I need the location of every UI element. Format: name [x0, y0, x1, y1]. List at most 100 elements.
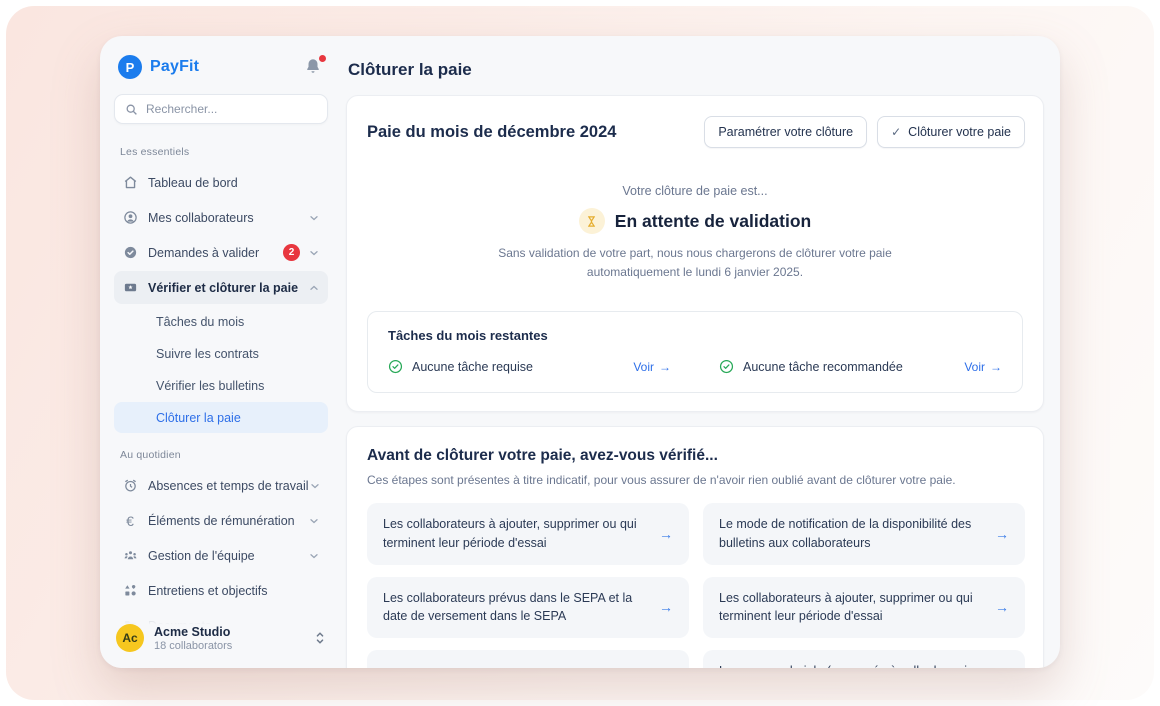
check-circle-icon — [719, 360, 734, 374]
sidebar: P PayFit Les essentiels Tableau de bord … — [100, 36, 342, 668]
sidebar-item-team-management[interactable]: Gestion de l'équipe — [114, 539, 328, 572]
sidebar-subitem-label: Suivre les contrats — [156, 346, 259, 361]
checklist-item[interactable]: Les collaborateurs à ajouter, supprimer … — [367, 503, 689, 565]
close-payroll-button[interactable]: ✓ Clôturer votre paie — [877, 116, 1025, 148]
checklist-grid: Les collaborateurs à ajouter, supprimer … — [367, 503, 1025, 668]
notification-dot — [319, 55, 326, 62]
sidebar-subitem-contracts[interactable]: Suivre les contrats — [114, 338, 328, 369]
chevron-down-icon — [309, 480, 321, 492]
person-icon — [122, 210, 138, 226]
arrow-right-icon: → — [990, 359, 1002, 374]
up-down-chevrons-icon[interactable] — [314, 630, 326, 646]
search-input[interactable] — [146, 102, 317, 116]
team-people-icon — [122, 548, 138, 564]
checklist-subtitle: Ces étapes sont présentes à titre indica… — [367, 473, 956, 488]
sidebar-item-absences[interactable]: Absences et temps de travail — [114, 469, 328, 502]
app-window: P PayFit Les essentiels Tableau de bord … — [100, 36, 1060, 668]
checklist-item[interactable]: Les collaborateurs à ajouter, supprimer … — [703, 576, 1025, 639]
sidebar-subitem-label: Clôturer la paie — [156, 410, 241, 425]
arrow-right-icon: → — [659, 359, 671, 374]
chevron-down-icon — [308, 550, 320, 562]
payfit-logo-icon: P — [118, 55, 142, 79]
close-payroll-label: Clôturer votre paie — [908, 125, 1011, 139]
arrow-right-icon: → — [659, 525, 673, 542]
sidebar-subitem-month-tasks[interactable]: Tâches du mois — [114, 306, 328, 337]
checklist-item[interactable]: Le mode de notification de la disponibil… — [703, 503, 1025, 565]
closing-status-block: Votre clôture de paie est... En attente … — [347, 184, 1043, 281]
checklist-item[interactable]: La masse salariale (comparée à celle du … — [703, 650, 1025, 668]
sidebar-item-label: Mes collaborateurs — [148, 210, 254, 225]
sidebar-item-label: Absences et temps de travail — [148, 478, 309, 493]
company-switcher[interactable]: Ac Acme Studio 18 collaborators — [100, 608, 342, 668]
chevron-down-icon — [308, 515, 320, 527]
arrow-right-icon: → — [995, 525, 1009, 542]
ticket-star-icon — [122, 280, 138, 296]
see-required-link[interactable]: Voir → — [633, 360, 671, 374]
brand-name: PayFit — [150, 58, 200, 75]
payroll-month-title: Paie du mois de décembre 2024 — [367, 122, 617, 141]
alarm-clock-icon — [122, 478, 138, 494]
home-icon — [122, 175, 138, 191]
sidebar-item-verify-close-payroll[interactable]: Vérifier et clôturer la paie — [114, 271, 328, 304]
sidebar-item-interviews[interactable]: Entretiens et objectifs — [114, 574, 328, 607]
checklist-item[interactable]: Les bulletins de paie → — [367, 650, 689, 668]
sidebar-subitem-close-payroll[interactable]: Clôturer la paie — [114, 402, 328, 433]
search-icon — [126, 104, 137, 115]
required-tasks-cell: Aucune tâche requise Voir → — [388, 359, 671, 374]
logo-row: P PayFit — [114, 52, 328, 82]
remaining-tasks-box: Tâches du mois restantes Aucune tâche re… — [367, 311, 1023, 394]
sidebar-item-label: Entretiens et objectifs — [148, 583, 268, 598]
company-avatar: Ac — [116, 624, 144, 652]
payroll-card: Paie du mois de décembre 2024 Paramétrer… — [346, 95, 1044, 413]
recommended-tasks-label: Aucune tâche recommandée — [743, 359, 903, 374]
remaining-tasks-title: Tâches du mois restantes — [388, 328, 548, 344]
notifications-bell-icon[interactable] — [304, 55, 326, 77]
section-daily-label: Au quotidien — [120, 449, 181, 461]
sidebar-item-label: Éléments de rémunération — [148, 513, 295, 528]
status-intro-text: Votre clôture de paie est... — [622, 184, 768, 198]
check-icon: ✓ — [891, 125, 902, 139]
configure-closing-button[interactable]: Paramétrer votre clôture — [704, 116, 868, 148]
requests-count-badge: 2 — [283, 244, 300, 261]
sidebar-item-label: Gestion de l'équipe — [148, 548, 255, 563]
checklist-item-label: Les collaborateurs à ajouter, supprimer … — [719, 590, 973, 624]
sidebar-item-collaborators[interactable]: Mes collaborateurs — [114, 201, 328, 234]
see-link-label: Voir — [964, 359, 985, 374]
sidebar-item-dashboard[interactable]: Tableau de bord — [114, 166, 328, 199]
arrow-right-icon: → — [995, 599, 1009, 616]
sidebar-subitem-bulletins[interactable]: Vérifier les bulletins — [114, 370, 328, 401]
arrow-right-icon: → — [659, 599, 673, 616]
rosette-check-icon — [122, 245, 138, 261]
recommended-tasks-cell: Aucune tâche recommandée Voir → — [719, 359, 1002, 374]
see-link-label: Voir — [633, 359, 654, 374]
see-recommended-link[interactable]: Voir → — [964, 360, 1002, 374]
checklist-item-label: Le mode de notification de la disponibil… — [719, 517, 972, 550]
configure-closing-label: Paramétrer votre clôture — [718, 125, 854, 139]
check-circle-icon — [388, 360, 403, 374]
checklist-title: Avant de clôturer votre paie, avez-vous … — [367, 447, 718, 465]
chevron-down-icon — [308, 212, 320, 224]
sidebar-subitem-label: Tâches du mois — [156, 314, 245, 329]
main-content: Clôturer la paie Paie du mois de décembr… — [342, 36, 1060, 668]
sidebar-item-remuneration[interactable]: € Éléments de rémunération — [114, 504, 328, 537]
sidebar-item-label: Vérifier et clôturer la paie — [148, 280, 299, 295]
section-essentials-label: Les essentiels — [120, 146, 190, 158]
euro-icon: € — [126, 512, 134, 529]
checklist-item[interactable]: Les collaborateurs prévus dans le SEPA e… — [367, 576, 689, 639]
search-box[interactable] — [114, 94, 328, 124]
shapes-icon — [122, 583, 138, 599]
pre-closing-checklist-card: Avant de clôturer votre paie, avez-vous … — [346, 426, 1044, 668]
sidebar-item-requests[interactable]: Demandes à valider 2 — [114, 236, 328, 269]
chevron-up-icon — [308, 282, 320, 294]
required-tasks-label: Aucune tâche requise — [412, 359, 533, 374]
status-title: En attente de validation — [614, 210, 812, 231]
status-description: Sans validation de votre part, nous nous… — [498, 246, 892, 279]
checklist-item-label: La masse salariale (comparée à celle du … — [719, 662, 981, 668]
sidebar-item-label: Demandes à valider — [148, 245, 260, 260]
chevron-down-icon — [308, 247, 320, 259]
sidebar-subitem-label: Vérifier les bulletins — [156, 378, 265, 393]
hourglass-icon — [578, 208, 605, 234]
page-title: Clôturer la paie — [348, 60, 472, 79]
company-name: Acme Studio — [154, 624, 231, 639]
checklist-item-label: Les collaborateurs à ajouter, supprimer … — [383, 517, 637, 550]
